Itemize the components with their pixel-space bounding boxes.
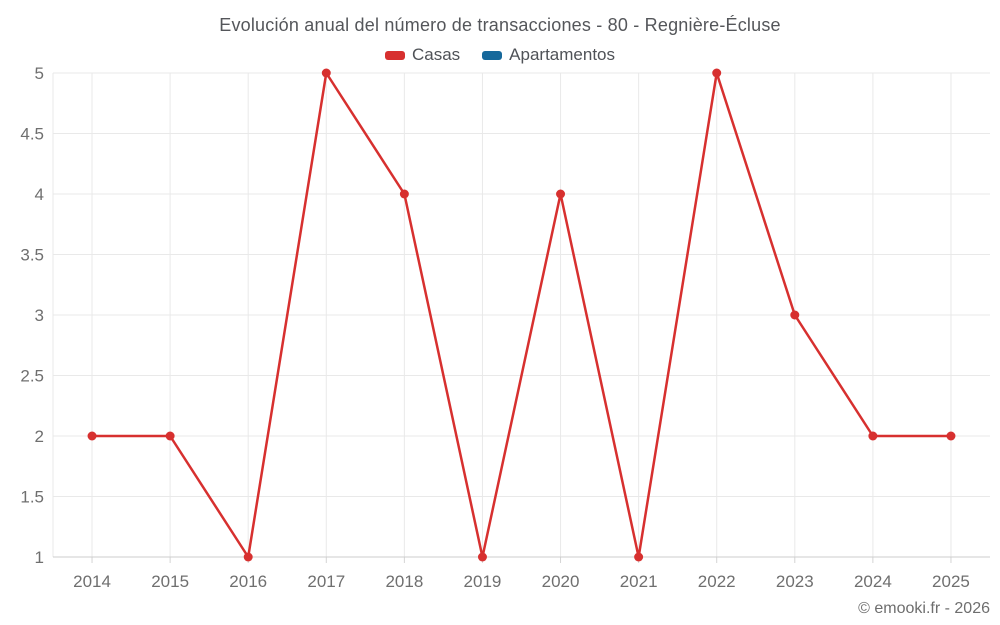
- x-axis-tick-label: 2017: [307, 572, 345, 591]
- legend-label-casas: Casas: [411, 45, 461, 64]
- data-point-casas-2021: [634, 552, 644, 562]
- data-point-casas-2020: [556, 189, 566, 199]
- data-point-casas-2015: [165, 431, 175, 441]
- chart-legend: Casas Apartamentos: [0, 45, 1000, 65]
- legend-label-apartamentos: Apartamentos: [509, 45, 616, 64]
- x-axis-tick-label: 2023: [776, 572, 814, 591]
- series-line-casas: [90, 71, 953, 559]
- y-axis-tick-label: 5: [35, 64, 44, 83]
- x-axis-tick-label: 2021: [620, 572, 658, 591]
- legend-item-casas[interactable]: Casas: [384, 45, 461, 65]
- y-axis-tick-label: 4.5: [20, 125, 44, 144]
- x-axis-tick-label: 2022: [698, 572, 736, 591]
- y-axis-tick-label: 3: [35, 306, 44, 325]
- y-axis-tick-label: 2: [35, 427, 44, 446]
- data-point-casas-2024: [868, 431, 878, 441]
- data-point-casas-2025: [946, 431, 956, 441]
- x-axis-tick-label: 2014: [73, 572, 111, 591]
- chart-credit: © emooki.fr - 2026: [858, 600, 990, 617]
- data-point-casas-2022: [712, 68, 722, 78]
- data-point-casas-2017: [321, 68, 331, 78]
- y-axis-tick-label: 3.5: [20, 246, 44, 265]
- x-axis-tick-label: 2025: [932, 572, 970, 591]
- x-axis-tick-label: 2019: [464, 572, 502, 591]
- x-axis-tick-label: 2024: [854, 572, 892, 591]
- x-axis-tick-label: 2016: [229, 572, 267, 591]
- y-axis-tick-label: 1: [35, 548, 44, 567]
- x-axis-tick-label: 2018: [385, 572, 423, 591]
- data-point-casas-2019: [477, 552, 487, 562]
- apartamentos-series-swatch-icon: [482, 50, 503, 60]
- y-axis-tick-label: 4: [35, 185, 44, 204]
- data-point-casas-2014: [87, 431, 97, 441]
- data-point-casas-2018: [399, 189, 409, 199]
- data-point-casas-2023: [790, 310, 800, 320]
- legend-item-apartamentos[interactable]: Apartamentos: [482, 45, 615, 65]
- casas-series-swatch-icon: [384, 50, 405, 60]
- x-axis-tick-label: 2020: [542, 572, 580, 591]
- chart-title: Evolución anual del número de transaccio…: [219, 15, 781, 35]
- y-axis-tick-label: 1.5: [20, 488, 44, 507]
- y-axis-tick-label: 2.5: [20, 367, 44, 386]
- x-axis-tick-label: 2015: [151, 572, 189, 591]
- data-point-casas-2016: [243, 552, 253, 562]
